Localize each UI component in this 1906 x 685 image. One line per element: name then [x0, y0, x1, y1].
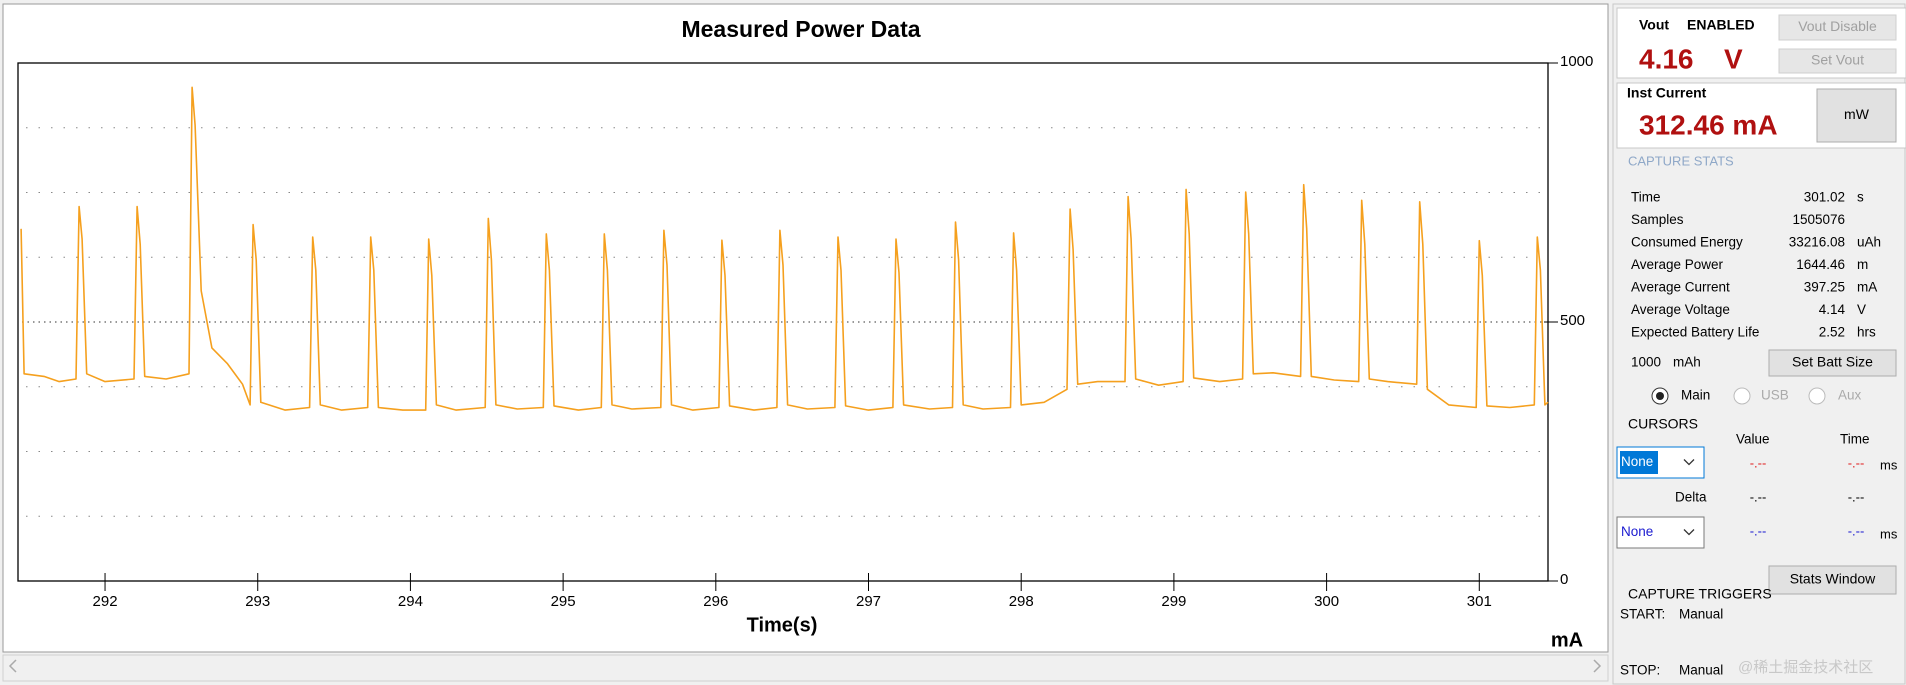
- radio-label: Aux: [1838, 388, 1862, 403]
- button[interactable]: [1778, 48, 1897, 74]
- vout-value: 4.16: [1639, 43, 1694, 74]
- trigger-label: START:: [1620, 607, 1665, 622]
- stat-label: Time: [1631, 190, 1661, 205]
- stat-value: 2.52: [1819, 325, 1845, 340]
- battery-size: 1000: [1631, 355, 1661, 370]
- stat-value: 397.25: [1804, 280, 1845, 295]
- scrollbar[interactable]: [2, 654, 1609, 682]
- y-tick-label: 500: [1560, 312, 1585, 329]
- stat-label: Average Current: [1631, 280, 1730, 295]
- radio-dot[interactable]: [1656, 392, 1664, 400]
- stat-label: Samples: [1631, 212, 1684, 227]
- button[interactable]: [1768, 349, 1897, 377]
- scroll-left[interactable]: [8, 659, 17, 673]
- stat-value: 33216.08: [1789, 235, 1845, 250]
- dropdown-value: None: [1621, 454, 1653, 469]
- button[interactable]: [1816, 88, 1897, 143]
- stat-unit: uAh: [1857, 235, 1881, 250]
- stat-unit: s: [1857, 190, 1864, 205]
- x-tick-label: 296: [703, 593, 728, 610]
- data-line: [20, 86, 1549, 411]
- cursor-value: -.--: [1750, 455, 1767, 470]
- stat-label: Expected Battery Life: [1631, 325, 1759, 340]
- selection: [1620, 451, 1658, 474]
- y-axis-unit: mA: [1551, 629, 1583, 651]
- stat-value: 1505076: [1792, 212, 1845, 227]
- dropdown-arrow[interactable]: [1683, 529, 1695, 536]
- button-label: Vout Disable: [1798, 18, 1877, 34]
- radio-label: Main: [1681, 388, 1710, 403]
- stat-value: 1644.46: [1796, 257, 1845, 272]
- y-tick-label: 0: [1560, 571, 1568, 588]
- radio-label: USB: [1761, 388, 1789, 403]
- current-value: 312.46 mA: [1639, 109, 1778, 140]
- x-tick-label: 293: [245, 593, 270, 610]
- watermark: @稀土掘金技术社区: [1738, 659, 1873, 676]
- x-tick-label: 294: [398, 593, 423, 610]
- section-title: CAPTURE STATS: [1628, 153, 1734, 168]
- x-tick-label: 297: [856, 593, 881, 610]
- stat-label: Average Voltage: [1631, 302, 1730, 317]
- trigger-value: Manual: [1679, 607, 1723, 622]
- x-tick-label: 298: [1009, 593, 1034, 610]
- button-label: Set Vout: [1811, 52, 1864, 68]
- stat-unit: mA: [1857, 280, 1877, 295]
- scroll-right[interactable]: [1593, 659, 1602, 673]
- section-title: CURSORS: [1628, 416, 1698, 432]
- dropdown-value: None: [1621, 524, 1653, 539]
- radio[interactable]: [1733, 387, 1751, 405]
- vout-label: Vout: [1639, 17, 1669, 33]
- x-tick-label: 292: [93, 593, 118, 610]
- x-tick-label: 299: [1161, 593, 1186, 610]
- stat-label: Average Power: [1631, 257, 1724, 272]
- cursor-value: -.--: [1750, 523, 1767, 538]
- delta-value: -.--: [1750, 489, 1767, 504]
- dropdown[interactable]: [1616, 516, 1705, 549]
- stat-unit: m: [1857, 257, 1868, 272]
- column-header: Time: [1840, 432, 1870, 447]
- x-axis-label: Time(s): [747, 614, 818, 636]
- delta-time: -.--: [1848, 489, 1865, 504]
- x-tick-label: 295: [551, 593, 576, 610]
- x-tick-label: 300: [1314, 593, 1339, 610]
- section-title: CAPTURE TRIGGERS: [1628, 586, 1772, 602]
- column-header: Value: [1736, 432, 1770, 447]
- stat-value: 4.14: [1819, 302, 1846, 317]
- cursor-time: -.--: [1848, 455, 1865, 470]
- current-label: Inst Current: [1627, 85, 1707, 101]
- button-label: mW: [1844, 106, 1870, 122]
- dropdown-arrow[interactable]: [1683, 459, 1695, 466]
- battery-unit: mAh: [1673, 355, 1701, 370]
- trigger-value: Manual: [1679, 663, 1723, 678]
- cursor-unit: ms: [1880, 457, 1898, 472]
- delta-label: Delta: [1675, 490, 1707, 505]
- button[interactable]: [1768, 565, 1897, 595]
- vout-state: ENABLED: [1687, 17, 1755, 33]
- cursor-unit: ms: [1880, 526, 1898, 541]
- button-label: Stats Window: [1790, 571, 1876, 587]
- stat-label: Consumed Energy: [1631, 235, 1743, 250]
- vout-unit: V: [1724, 43, 1743, 74]
- radio[interactable]: [1808, 387, 1826, 405]
- stat-unit: V: [1857, 302, 1866, 317]
- cursor-time: -.--: [1848, 523, 1865, 538]
- stat-unit: hrs: [1857, 325, 1876, 340]
- chart-title: Measured Power Data: [681, 16, 920, 42]
- x-tick-label: 301: [1467, 593, 1492, 610]
- button-label: Set Batt Size: [1792, 354, 1873, 370]
- stat-value: 301.02: [1804, 190, 1845, 205]
- button[interactable]: [1778, 14, 1897, 41]
- y-tick-label: 1000: [1560, 53, 1593, 70]
- trigger-label: STOP:: [1620, 663, 1660, 678]
